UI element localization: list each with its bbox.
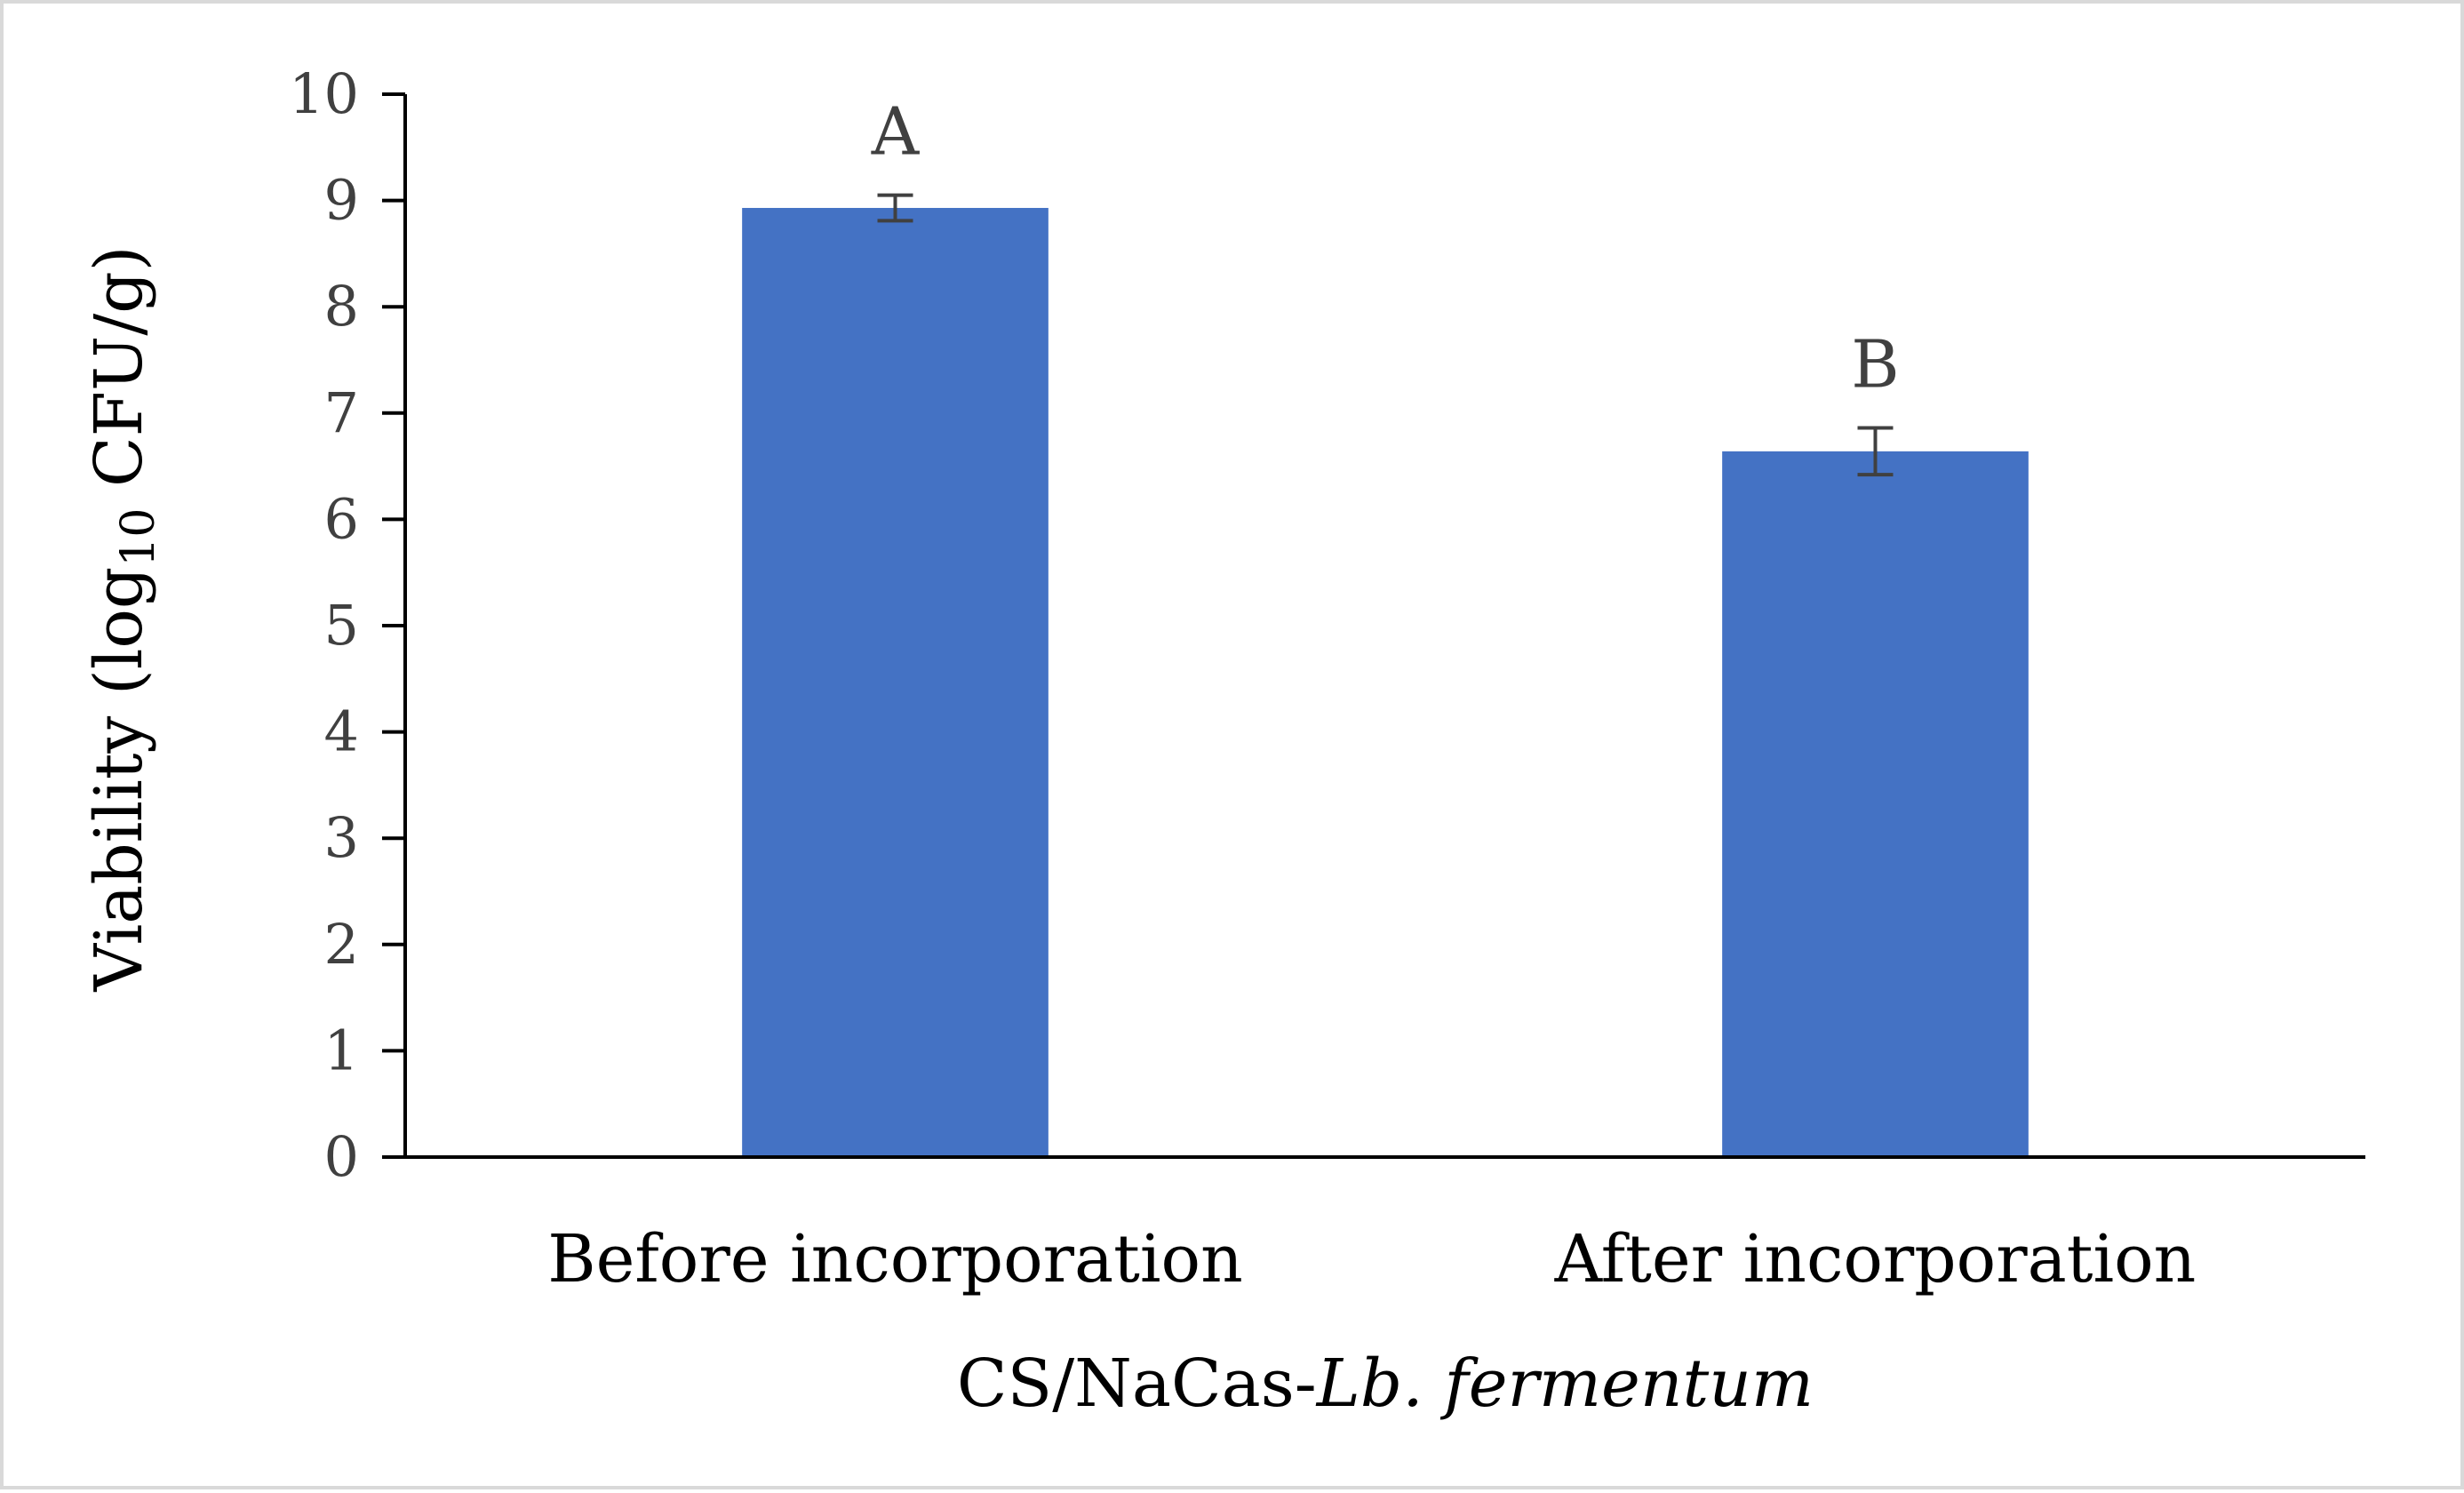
y-tick-label: 10 [289, 61, 359, 126]
y-tick-label: 2 [324, 912, 359, 977]
y-tick-label: 1 [324, 1018, 359, 1082]
y-axis-title: Viability (log10 CFU/g) [81, 245, 165, 992]
y-axis-title-main: Viability (log [81, 567, 157, 993]
bars [742, 207, 2029, 1158]
x-axis-title: CS/NaCas-Lb. fermentum [957, 1345, 1814, 1422]
y-axis-ticks: 0 1 2 3 4 5 6 7 8 9 10 [289, 61, 405, 1189]
significance-letters: AB [871, 94, 1900, 403]
y-tick-label: 8 [324, 274, 359, 339]
y-axis-title-unit: CFU/g) [81, 245, 157, 507]
y-tick-label: 5 [324, 593, 359, 658]
x-axis-title-italic: Lb. fermentum [1315, 1345, 1814, 1422]
y-tick-label: 4 [324, 699, 359, 764]
significance-letter: A [871, 94, 921, 171]
bar [1722, 451, 2029, 1158]
y-tick-label: 0 [324, 1124, 359, 1189]
x-category-label: Before incorporation [547, 1221, 1243, 1297]
y-axis-title-subscript: 10 [112, 508, 165, 567]
x-axis-category-labels: Before incorporation After incorporation [547, 1221, 2196, 1297]
x-category-label: After incorporation [1554, 1221, 2197, 1297]
bar [742, 207, 1049, 1157]
significance-letter: B [1851, 327, 1899, 403]
y-tick-label: 6 [324, 486, 359, 551]
y-tick-label: 3 [324, 805, 359, 870]
y-tick-label: 7 [324, 380, 359, 445]
x-axis-title-main: CS/NaCas- [957, 1345, 1317, 1422]
y-tick-label: 9 [324, 168, 359, 233]
error-bars [877, 193, 1894, 477]
